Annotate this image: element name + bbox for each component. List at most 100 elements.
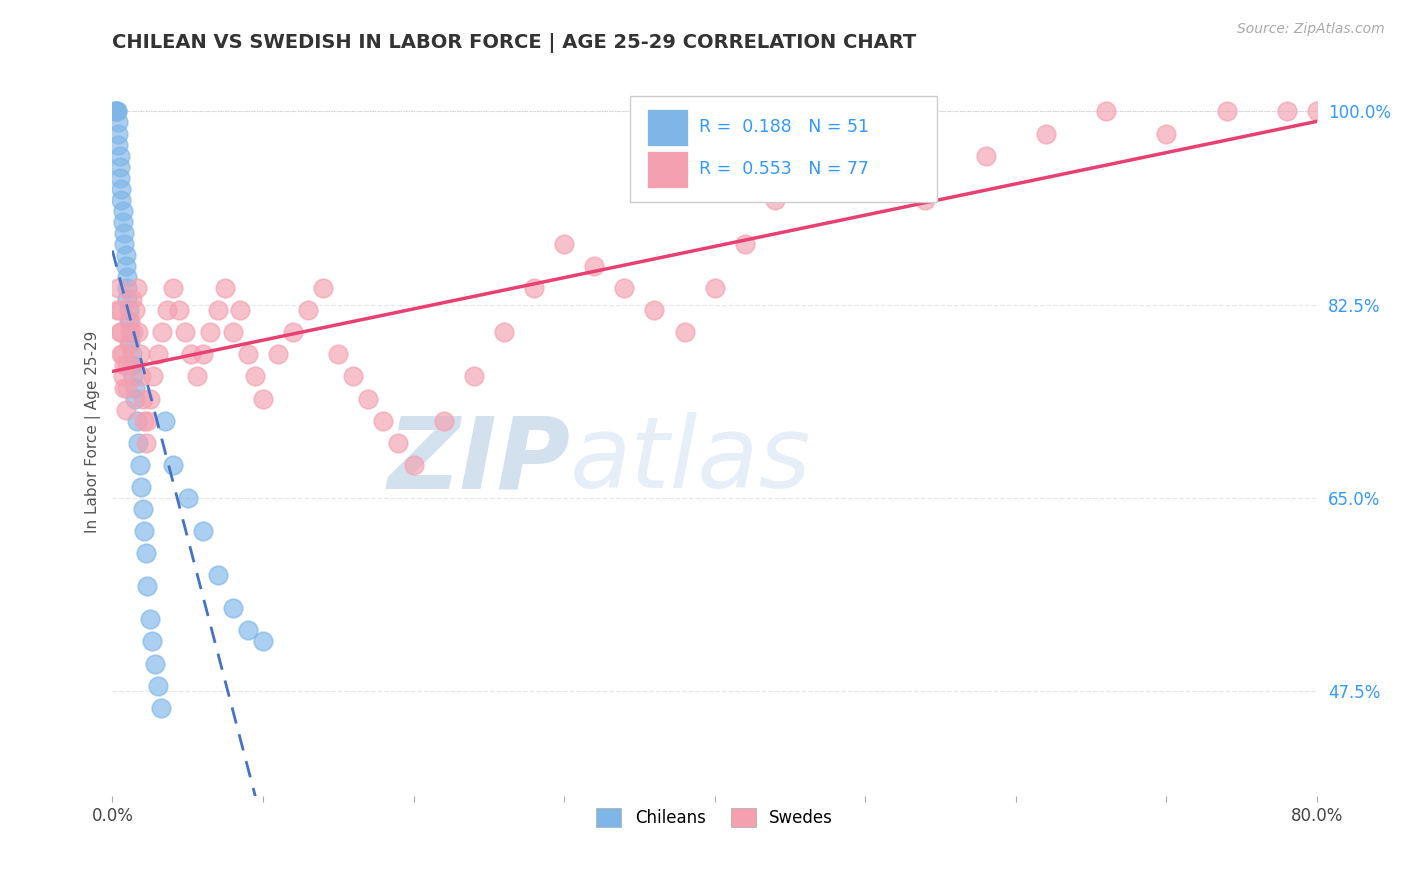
Point xyxy=(110,193,132,207)
Point xyxy=(107,137,129,152)
Point xyxy=(118,336,141,351)
Point xyxy=(128,347,150,361)
Point xyxy=(1035,127,1057,141)
Point xyxy=(281,326,304,340)
Point xyxy=(108,326,131,340)
Point xyxy=(267,347,290,361)
Point xyxy=(143,657,166,671)
Point xyxy=(115,248,138,262)
Point xyxy=(108,303,131,318)
Point xyxy=(214,281,236,295)
Point xyxy=(433,414,456,428)
Point xyxy=(191,524,214,538)
Legend: Chileans, Swedes: Chileans, Swedes xyxy=(588,799,841,835)
Point xyxy=(207,303,229,318)
Point xyxy=(107,281,129,295)
Point xyxy=(153,414,176,428)
Point xyxy=(121,292,143,306)
Point xyxy=(149,700,172,714)
Point xyxy=(180,347,202,361)
Point xyxy=(117,281,139,295)
Point xyxy=(141,634,163,648)
Point xyxy=(117,270,139,285)
Point xyxy=(1156,127,1178,141)
Point xyxy=(222,601,245,615)
Point xyxy=(124,303,146,318)
Point xyxy=(127,326,149,340)
Point xyxy=(974,148,997,162)
Point xyxy=(146,679,169,693)
Point xyxy=(139,612,162,626)
Point xyxy=(129,480,152,494)
Text: R =  0.188   N = 51: R = 0.188 N = 51 xyxy=(699,118,869,136)
Point xyxy=(1095,104,1118,119)
Text: ZIP: ZIP xyxy=(387,412,569,509)
Point xyxy=(111,369,134,384)
Point xyxy=(222,326,245,340)
Point xyxy=(132,414,155,428)
FancyBboxPatch shape xyxy=(647,109,688,146)
Point xyxy=(342,369,364,384)
Point xyxy=(763,193,786,207)
Point xyxy=(122,369,145,384)
Point xyxy=(114,380,136,394)
Point xyxy=(613,281,636,295)
Point xyxy=(139,392,162,406)
Y-axis label: In Labor Force | Age 25-29: In Labor Force | Age 25-29 xyxy=(86,331,101,533)
Point xyxy=(121,347,143,361)
Point xyxy=(245,369,267,384)
Point xyxy=(128,458,150,472)
Point xyxy=(162,281,184,295)
Point xyxy=(643,303,665,318)
Point xyxy=(111,215,134,229)
Point xyxy=(186,369,208,384)
Point xyxy=(122,326,145,340)
Point xyxy=(104,104,127,119)
Point xyxy=(121,359,143,373)
Point xyxy=(120,314,142,328)
Text: R =  0.553   N = 77: R = 0.553 N = 77 xyxy=(699,161,869,178)
Point xyxy=(120,336,142,351)
Point xyxy=(463,369,485,384)
Point xyxy=(162,458,184,472)
Point xyxy=(114,237,136,252)
Point xyxy=(853,170,876,185)
Point xyxy=(252,392,274,406)
Point xyxy=(105,303,128,318)
Point xyxy=(1215,104,1237,119)
Point xyxy=(794,148,817,162)
Point xyxy=(387,435,409,450)
Point xyxy=(328,347,350,361)
Point xyxy=(107,127,129,141)
Point xyxy=(124,392,146,406)
Point xyxy=(135,435,157,450)
Point xyxy=(1306,104,1329,119)
Point xyxy=(111,203,134,218)
Point xyxy=(108,160,131,174)
Point xyxy=(118,303,141,318)
Point xyxy=(734,237,756,252)
Point xyxy=(120,326,142,340)
Point xyxy=(236,347,259,361)
Point xyxy=(136,579,159,593)
Point xyxy=(914,193,936,207)
Point xyxy=(125,414,148,428)
Point xyxy=(373,414,395,428)
Text: atlas: atlas xyxy=(569,412,811,509)
Point xyxy=(583,259,606,273)
Point xyxy=(104,104,127,119)
Point xyxy=(105,104,128,119)
Point xyxy=(673,326,696,340)
FancyBboxPatch shape xyxy=(630,96,938,202)
Point xyxy=(312,281,335,295)
Point xyxy=(124,380,146,394)
Point xyxy=(131,392,153,406)
Point xyxy=(117,292,139,306)
Point xyxy=(114,226,136,240)
Point xyxy=(703,281,725,295)
Point xyxy=(229,303,252,318)
Point xyxy=(108,170,131,185)
Point xyxy=(129,369,152,384)
Point xyxy=(191,347,214,361)
Point xyxy=(150,326,173,340)
